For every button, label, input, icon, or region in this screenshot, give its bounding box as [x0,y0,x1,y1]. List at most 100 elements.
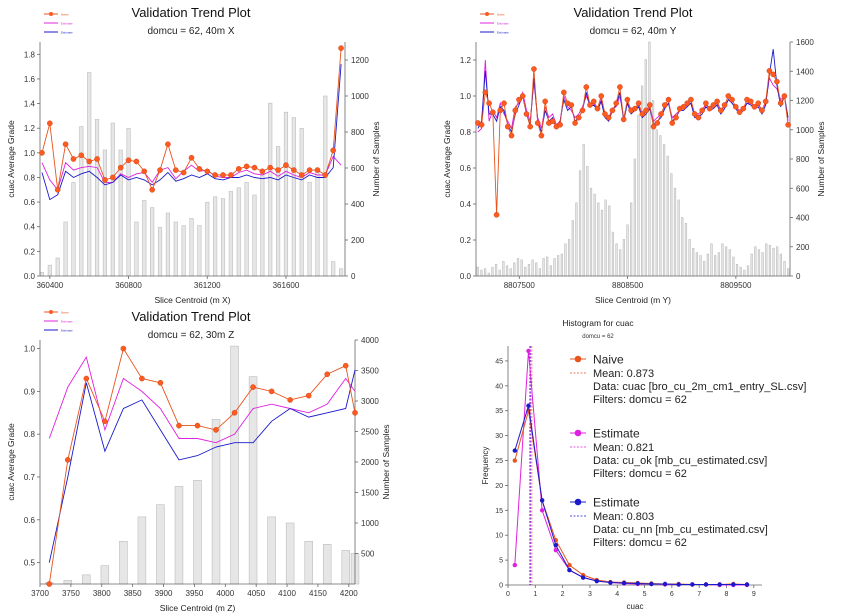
naive-point [635,100,642,106]
naive-point [714,98,720,105]
sample-count-bar [670,173,673,277]
sample-count-bar [63,221,68,277]
naive-point [602,111,608,117]
naive-point [212,172,218,178]
sample-count-bar [491,266,494,277]
x-tick-label: 360400 [36,281,63,290]
y2-tick-label: 400 [796,214,810,223]
sample-count-bar [323,95,328,277]
naive-point [493,211,500,218]
naive-point [251,164,258,171]
sample-count-bar [267,516,276,585]
naive-point [523,111,530,117]
naive-point [64,457,71,463]
freq-point-estimate-nn [731,582,736,587]
y2-tick-label: 1000 [351,92,369,101]
naive-point [172,167,179,173]
sample-count-bar [220,198,226,277]
naive-point [125,157,132,164]
freq-point-estimate-ok [539,508,545,513]
series-line-naive [41,48,342,191]
sample-count-bar [597,202,600,277]
naive-point [785,122,791,128]
sample-count-bar [173,221,178,277]
y-tick-label: 0.8 [24,173,36,182]
naive-point [86,158,92,165]
trend-chart-2: Validation Trend Plot domcu = 62, 40m Y 0.… [442,5,826,305]
sample-count-bar [527,263,531,277]
sample-count-bar [622,239,625,277]
sample-count-bar [513,262,516,277]
naive-point [228,172,234,178]
x-tick-label: 9 [752,591,756,598]
naive-point [620,116,627,123]
sample-count-bar [79,126,84,277]
naive-point [534,120,541,126]
naive-point [482,89,489,96]
legend-entry: Naive [61,13,69,17]
freq-point-estimate-nn [553,542,558,548]
sample-count-bar [787,268,790,277]
naive-point [139,375,145,382]
sample-count-bar [783,261,786,277]
sample-count-bar [480,269,483,277]
sample-count-bar [47,264,52,277]
x-tick-label: 3950 [186,589,204,598]
naive-point [47,120,53,127]
naive-point [305,392,312,399]
sample-count-bar [126,128,131,277]
freq-point-estimate-nn [635,581,640,586]
naive-point [590,98,597,105]
sample-count-bar [484,268,487,277]
naive-point [639,111,646,117]
naive-point [583,84,590,90]
y2-tick-label: 3000 [361,397,379,406]
sample-count-bar [732,256,735,277]
naive-point [624,96,631,103]
legend-filters: Filters: domcu = 62 [593,537,687,549]
naive-point [770,71,776,78]
sample-count-bar [87,72,92,277]
sample-count-bar [549,265,552,277]
naive-point [729,96,735,103]
series-line-naive [477,68,789,215]
y-tick-label: 1.4 [24,100,36,109]
x-tick-label: 3850 [124,589,142,598]
sample-count-bar [307,182,312,277]
naive-point [609,107,616,114]
naive-point [62,141,69,148]
x-tick-label: 8809500 [720,281,752,290]
naive-point [324,371,331,378]
x-tick-label: 8808500 [612,281,644,290]
naive-point [512,107,519,114]
freq-point-estimate-nn [594,578,599,584]
naive-point [721,102,728,108]
y-axis-label: Frequency [481,447,490,485]
naive-point [243,163,250,170]
x-tick-label: 1 [533,591,537,598]
naive-point [213,427,219,433]
series-line-estimate-ok [48,355,356,444]
naive-point [699,107,705,114]
sample-count-bar [666,155,669,277]
legend-entry: Naive [497,13,505,17]
y-tick-label: 20 [495,483,503,490]
naive-point [568,102,575,108]
naive-point [508,132,515,139]
legend-data: Data: cu_nn [mb_cu_estimated.csv] [593,524,768,536]
sample-count-bar [82,574,91,585]
naive-point [542,98,548,105]
naive-point [587,102,593,108]
sample-count-bar [611,231,615,277]
naive-point [306,167,313,173]
sample-count-bar [746,265,750,277]
naive-point [188,154,195,161]
sample-count-bar [156,504,165,585]
sample-count-bar [339,268,344,277]
y2-tick-label: 1400 [796,67,814,76]
x-tick-label: 3800 [93,589,111,598]
naive-point [298,172,305,178]
naive-point [478,122,485,128]
